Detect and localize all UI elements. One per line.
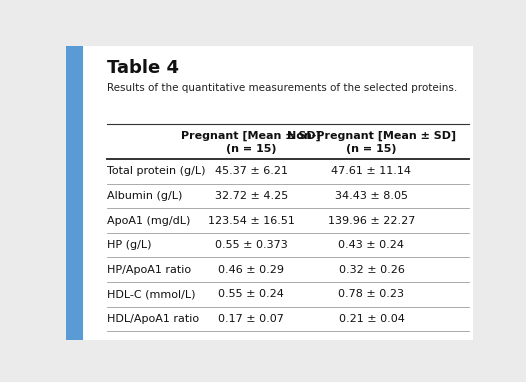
Text: Total protein (g/L): Total protein (g/L) [106,167,205,176]
Text: 0.21 ± 0.04: 0.21 ± 0.04 [339,314,404,324]
Text: Results of the quantitative measurements of the selected proteins.: Results of the quantitative measurements… [106,83,457,92]
Text: Albumin (g/L): Albumin (g/L) [106,191,182,201]
Text: Table 4: Table 4 [106,59,178,77]
Text: 0.55 ± 0.24: 0.55 ± 0.24 [218,289,284,299]
Text: (n = 15): (n = 15) [346,144,397,154]
Text: 47.61 ± 11.14: 47.61 ± 11.14 [331,167,411,176]
Text: HDL/ApoA1 ratio: HDL/ApoA1 ratio [106,314,199,324]
Text: 0.17 ± 0.07: 0.17 ± 0.07 [218,314,284,324]
Text: 139.96 ± 22.27: 139.96 ± 22.27 [328,215,415,225]
Text: 0.46 ± 0.29: 0.46 ± 0.29 [218,265,284,275]
Text: HDL-C (mmol/L): HDL-C (mmol/L) [106,289,195,299]
Text: 32.72 ± 4.25: 32.72 ± 4.25 [215,191,288,201]
Text: 123.54 ± 16.51: 123.54 ± 16.51 [208,215,295,225]
Text: HP/ApoA1 ratio: HP/ApoA1 ratio [106,265,190,275]
Text: 45.37 ± 6.21: 45.37 ± 6.21 [215,167,288,176]
Text: 0.78 ± 0.23: 0.78 ± 0.23 [339,289,404,299]
Text: 0.43 ± 0.24: 0.43 ± 0.24 [339,240,404,250]
Text: (n = 15): (n = 15) [226,144,277,154]
Text: Non-Pregnant [Mean ± SD]: Non-Pregnant [Mean ± SD] [287,130,456,141]
Text: Pregnant [Mean ± SD]: Pregnant [Mean ± SD] [181,130,321,141]
Text: ApoA1 (mg/dL): ApoA1 (mg/dL) [106,215,190,225]
Text: 0.55 ± 0.373: 0.55 ± 0.373 [215,240,288,250]
Text: 0.32 ± 0.26: 0.32 ± 0.26 [339,265,404,275]
Text: Journal Article: Journal Article [71,250,77,301]
Text: Journal Article: Journal Article [71,100,77,151]
Text: 34.43 ± 8.05: 34.43 ± 8.05 [335,191,408,201]
Text: HP (g/L): HP (g/L) [106,240,151,250]
Bar [66,46,82,340]
